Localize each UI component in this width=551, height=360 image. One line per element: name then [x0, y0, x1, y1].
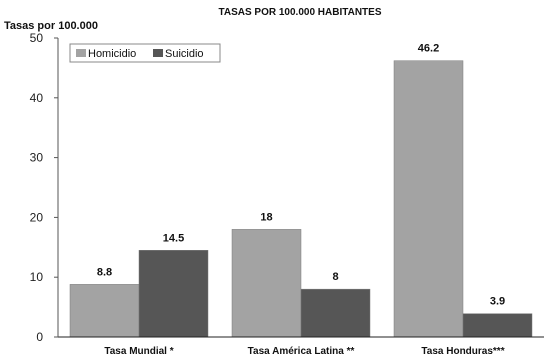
bar-suicidio [138, 250, 209, 338]
y-tick-label: 0 [36, 330, 43, 344]
data-labels: 8.8 14.5 18 8 46.2 3.9 [97, 43, 505, 308]
data-label: 8.8 [97, 266, 112, 278]
data-label: 8 [332, 271, 338, 283]
y-axis-ticks: 0 10 20 30 40 50 [30, 31, 58, 344]
chart-title: TASAS POR 100.000 HABITANTES [218, 7, 381, 18]
y-tick-label: 30 [30, 151, 44, 165]
y-axis-label: Tasas por 100.000 [4, 20, 98, 32]
legend-label-homicidio: Homicidio [88, 48, 136, 60]
data-label: 18 [260, 211, 272, 223]
legend-box [69, 43, 221, 63]
y-tick-label: 40 [30, 91, 44, 105]
x-category-label: Tasa Honduras*** [421, 346, 504, 357]
bars [69, 60, 533, 338]
x-category-label: Tasa Mundial * [104, 346, 173, 357]
x-axis-categories: Tasa Mundial * Tasa América Latina ** Tasa… [104, 346, 504, 357]
bar-suicidio [300, 288, 371, 338]
legend-swatch-homicidio [76, 49, 86, 57]
legend-swatch-suicidio [153, 49, 163, 57]
data-label: 14.5 [163, 232, 184, 244]
legend-label-suicidio: Suicidio [165, 48, 204, 60]
data-label: 3.9 [490, 296, 505, 308]
x-category-label: Tasa América Latina ** [248, 346, 355, 357]
bar-homicidio [69, 284, 140, 338]
bar-suicidio [462, 313, 533, 338]
y-tick-label: 50 [30, 31, 44, 45]
y-tick-label: 20 [30, 210, 44, 224]
legend: Homicidio Suicidio [69, 43, 221, 63]
data-label: 46.2 [418, 43, 439, 55]
y-tick-label: 10 [30, 270, 44, 284]
bar-homicidio [231, 229, 302, 338]
bar-homicidio [393, 60, 464, 338]
